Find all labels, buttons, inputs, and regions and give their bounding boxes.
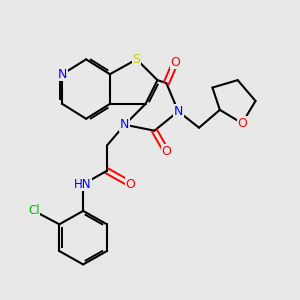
Text: Cl: Cl — [28, 204, 40, 218]
Text: N: N — [173, 105, 183, 118]
Text: O: O — [161, 145, 171, 158]
Text: O: O — [237, 117, 247, 130]
Text: O: O — [126, 178, 136, 191]
Text: N: N — [120, 118, 129, 131]
Text: O: O — [170, 56, 180, 69]
Text: HN: HN — [74, 178, 92, 191]
Text: N: N — [58, 68, 67, 81]
Text: S: S — [133, 53, 141, 66]
